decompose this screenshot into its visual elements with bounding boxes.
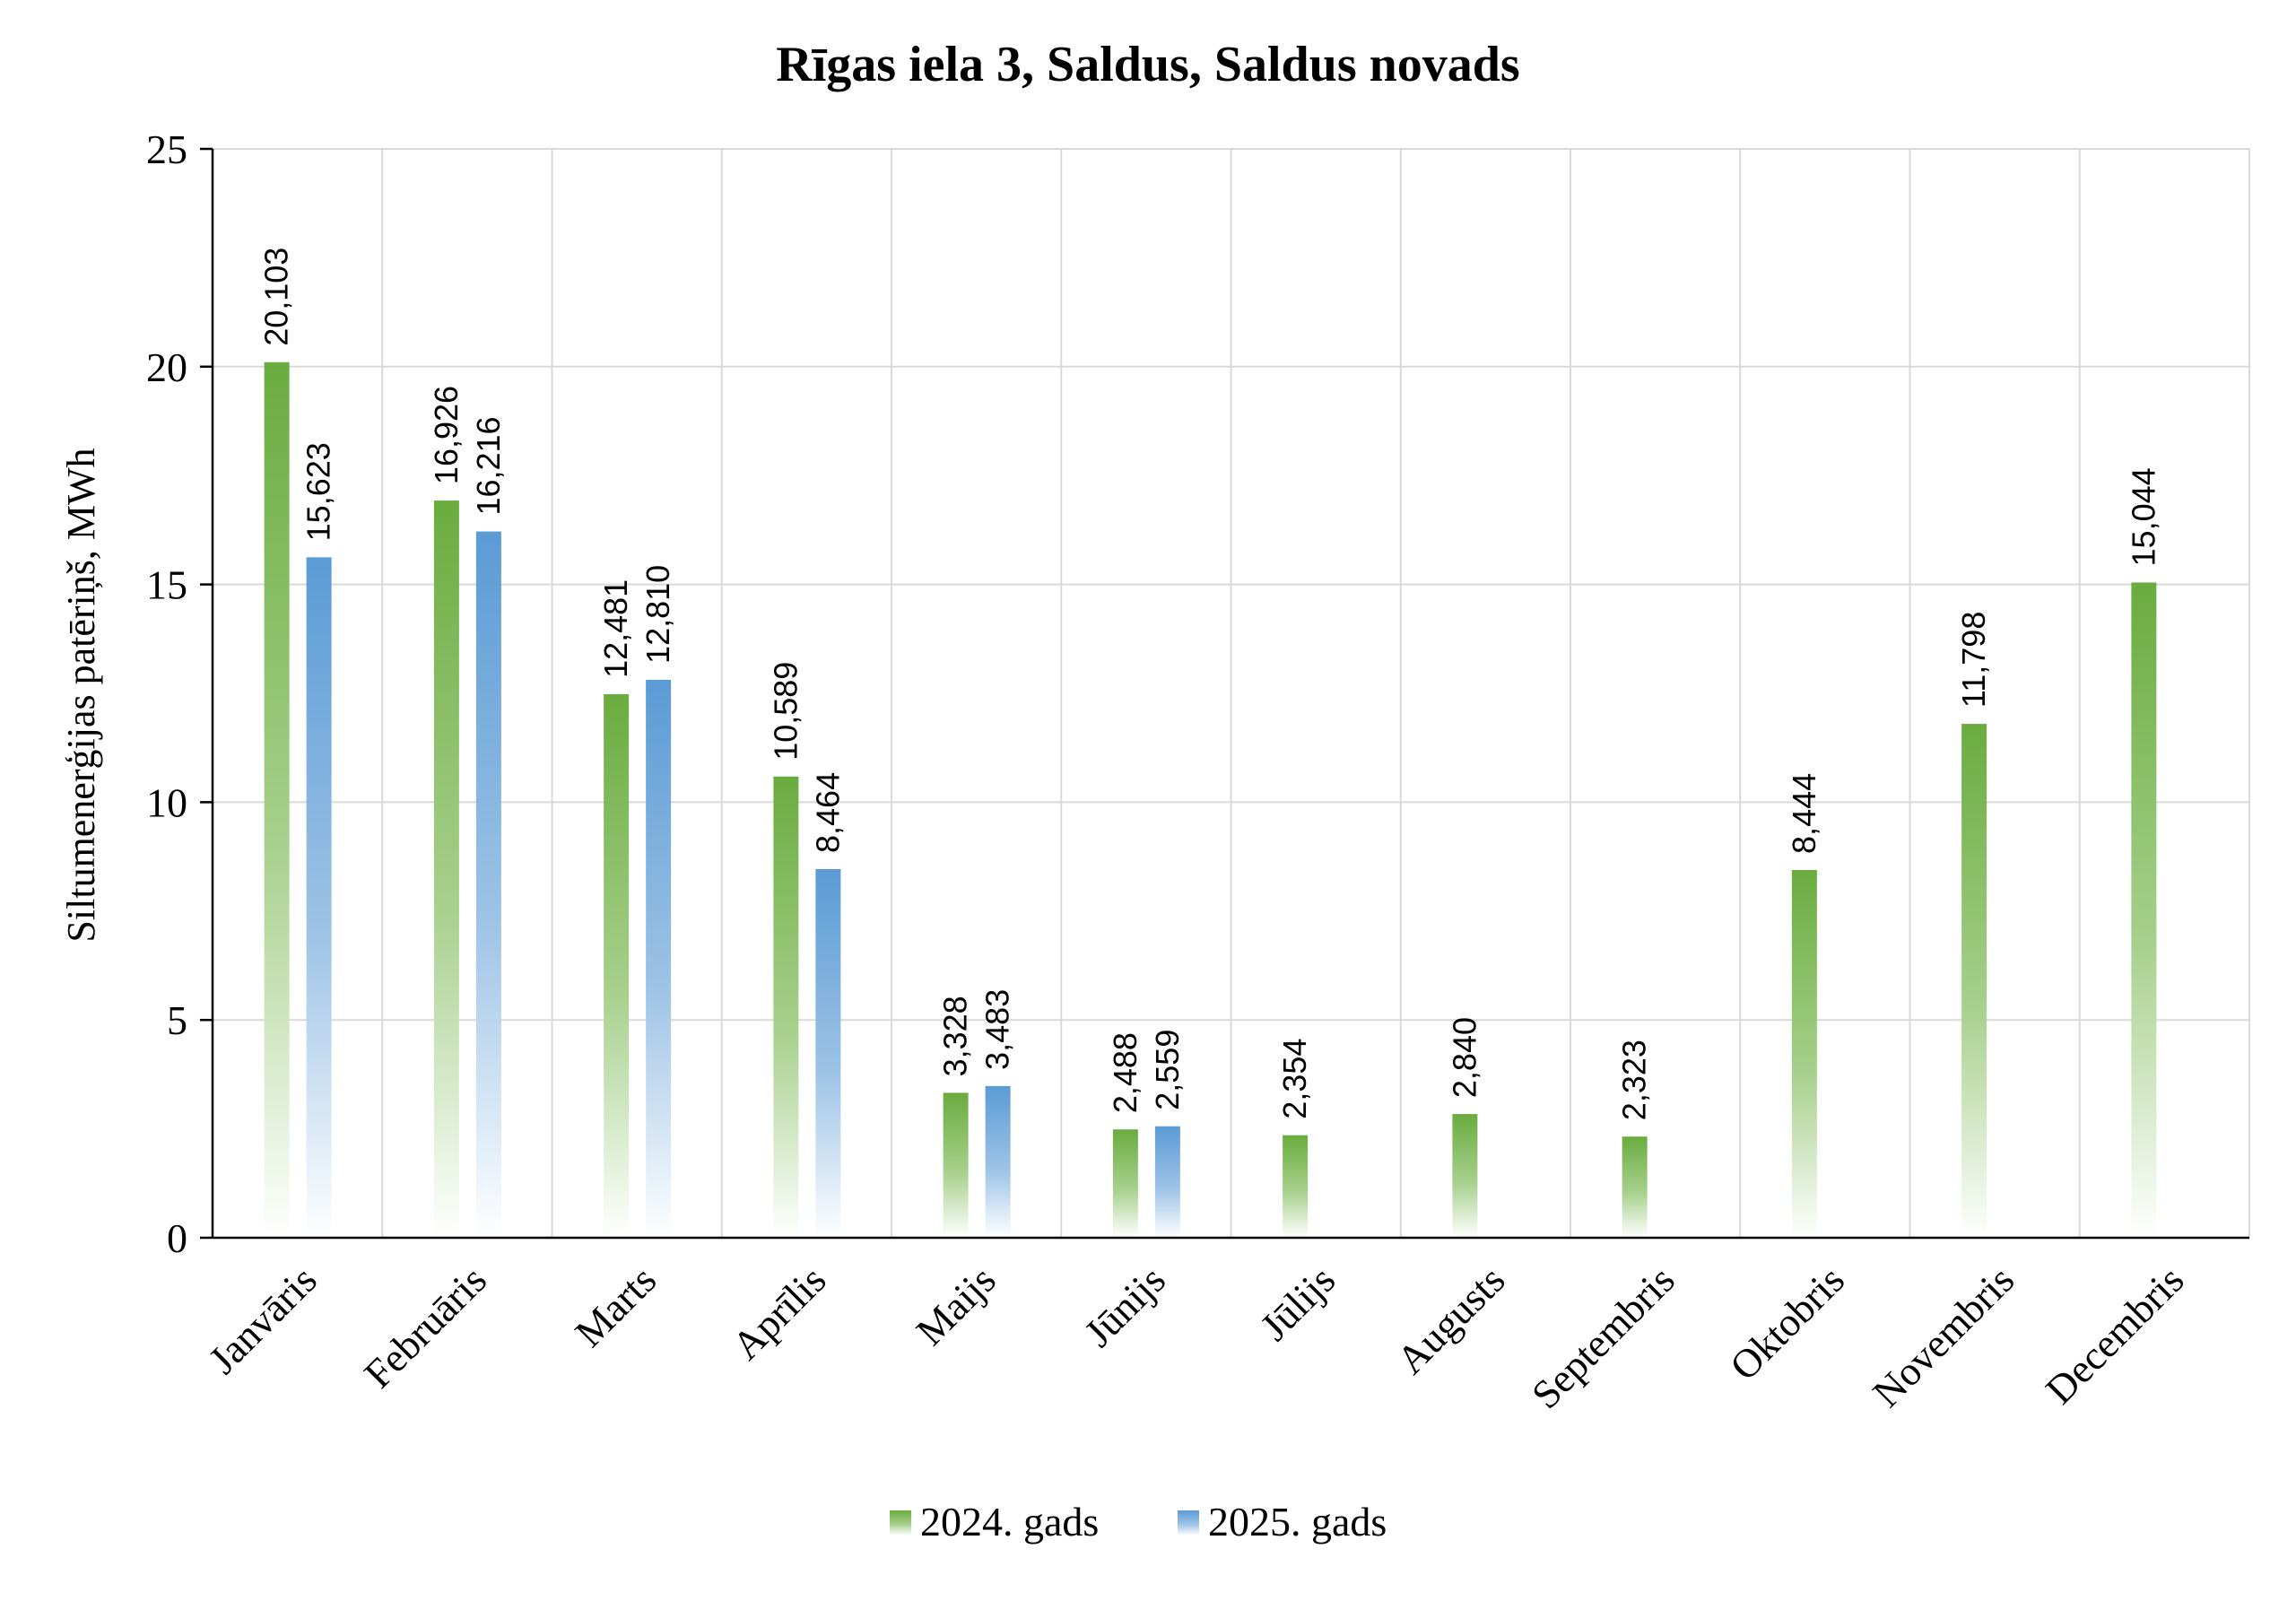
data-label: 2,354 (1276, 1039, 1313, 1119)
grid (213, 148, 2250, 1238)
y-tick-label: 0 (167, 1215, 187, 1261)
data-label: 3,483 (979, 989, 1016, 1070)
data-labels: 20,103 16,926 12,481 10,589 3,328 2,488 2,354 2… (258, 248, 2162, 1121)
legend-swatch (890, 1510, 911, 1536)
bars (264, 361, 2157, 1238)
y-axis-label: Siltumenerģijas patēriņš, MWh (59, 448, 103, 942)
bar-2024 (2131, 582, 2157, 1238)
y-ticks: 0 5 10 15 20 25 (146, 126, 187, 1261)
bar-2024 (773, 776, 799, 1238)
data-label: 15,044 (2125, 467, 2161, 566)
legend: 2024. gads 2025. gads (890, 1499, 1387, 1544)
y-tick-label: 5 (167, 997, 187, 1043)
x-tick-label: Oktobris (1721, 1257, 1853, 1389)
data-label: 2,559 (1149, 1030, 1186, 1110)
x-tick-label: Augusts (1388, 1257, 1514, 1383)
bar-2025 (306, 557, 332, 1238)
data-label: 16,216 (470, 416, 507, 515)
bar-2025 (475, 531, 501, 1238)
data-label: 16,926 (428, 386, 465, 484)
bar-2024 (1283, 1135, 1309, 1238)
axes (200, 147, 2249, 1240)
bar-2025 (646, 679, 672, 1238)
bar-2024 (1112, 1129, 1138, 1238)
legend-label: 2024. gads (920, 1499, 1099, 1544)
data-label: 12,481 (597, 579, 634, 678)
data-label: 2,323 (1616, 1040, 1653, 1120)
x-tick-label: Marts (567, 1257, 665, 1356)
data-label: 10,589 (767, 662, 804, 761)
bar-2024 (1961, 724, 1987, 1238)
data-label: 8,464 (809, 772, 846, 853)
x-tick-label: Decembris (2037, 1257, 2192, 1413)
y-tick-label: 15 (146, 562, 187, 608)
data-label: 2,488 (1107, 1032, 1144, 1113)
x-tick-label: Septembris (1523, 1257, 1683, 1418)
legend-label: 2025. gads (1208, 1499, 1387, 1544)
x-tick-label: Janvāris (200, 1257, 326, 1383)
bar-2025 (815, 868, 841, 1238)
data-label: 11,798 (1955, 612, 1992, 708)
data-label: 3,328 (937, 996, 974, 1076)
data-label: 2,840 (1446, 1017, 1483, 1098)
legend-swatch (1178, 1510, 1199, 1536)
x-tick-label: Novembris (1864, 1257, 2022, 1416)
bar-2025 (1154, 1126, 1180, 1238)
bar-2024 (1622, 1136, 1648, 1238)
bar-2024 (433, 500, 459, 1238)
bar-2024 (943, 1092, 969, 1238)
data-label: 20,103 (258, 248, 295, 346)
y-tick-label: 25 (146, 126, 187, 172)
bar-2024 (1791, 869, 1817, 1238)
x-tick-label: Februāris (355, 1257, 495, 1397)
x-ticks: Janvāris Februāris Marts Aprīlis Maijs Jūnijs… (200, 1257, 2192, 1418)
x-tick-label: Jūnijs (1075, 1257, 1174, 1356)
bar-2025 (985, 1085, 1011, 1238)
y-tick-label: 20 (146, 344, 187, 390)
bar-2024 (264, 361, 290, 1238)
chart-title: Rīgas iela 3, Saldus, Saldus novads (776, 37, 1519, 92)
x-tick-label: Aprīlis (724, 1257, 835, 1369)
x-tick-label: Maijs (908, 1257, 1004, 1354)
bar-2024 (1452, 1114, 1478, 1238)
bar-2024 (604, 693, 630, 1238)
data-label: 12,810 (639, 565, 676, 664)
x-tick-label: Jūlijs (1252, 1257, 1344, 1350)
y-tick-label: 10 (146, 779, 187, 825)
data-label: 8,444 (1786, 773, 1822, 854)
data-label: 15,623 (300, 442, 337, 541)
